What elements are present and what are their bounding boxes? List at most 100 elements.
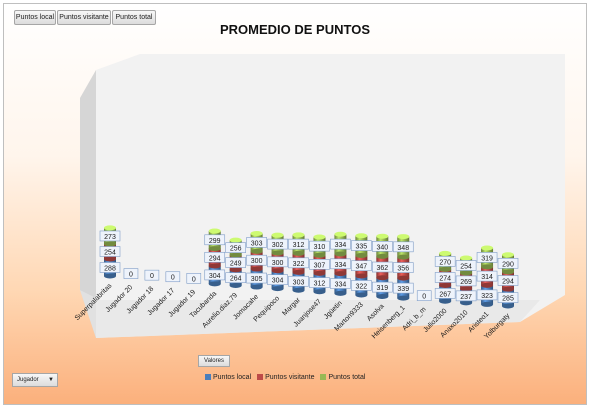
data-label: 300 <box>251 258 263 265</box>
bar-segment-bottom <box>355 273 368 279</box>
data-label: 362 <box>376 265 388 272</box>
bar-top-cap <box>481 245 494 251</box>
bar-segment-bottom <box>439 283 452 289</box>
data-label-box <box>204 251 226 263</box>
bar-segment-bottom <box>481 301 494 307</box>
data-label: 356 <box>397 266 409 273</box>
data-label: 290 <box>502 261 514 268</box>
data-label-box <box>246 272 267 284</box>
bar-segment-bottom <box>292 287 305 293</box>
bar-segment-bottom <box>439 266 452 272</box>
data-label-box <box>330 258 351 270</box>
data-label-box <box>123 268 139 279</box>
data-label-box <box>351 240 372 251</box>
puntos-visitante-field-button[interactable]: Puntos visitante <box>57 10 111 25</box>
data-label: 322 <box>293 261 305 268</box>
bar-segment-bottom <box>229 282 242 288</box>
data-label: 294 <box>502 279 514 286</box>
legend-swatch <box>257 374 264 381</box>
data-label: 348 <box>397 245 409 252</box>
data-label: 307 <box>314 262 326 269</box>
puntos-local-field-button[interactable]: Puntos local <box>14 10 56 25</box>
bar-segment-bottom <box>208 281 221 287</box>
data-label-box <box>372 281 393 293</box>
data-label-box <box>267 238 288 250</box>
bar-top-cap <box>229 237 242 243</box>
data-label: 270 <box>439 259 451 266</box>
data-label-box <box>497 275 519 286</box>
data-label-box <box>225 242 246 253</box>
data-label-box <box>497 292 519 303</box>
chevron-down-icon: ▼ <box>48 377 54 383</box>
bar-segment-bottom <box>460 300 473 306</box>
bar-segment-bottom <box>376 253 389 259</box>
bar-segment-bottom <box>481 282 494 288</box>
bar-segment-bottom <box>334 290 347 296</box>
data-label: 304 <box>272 278 284 285</box>
bar-segment-bottom <box>271 268 284 274</box>
data-label: 319 <box>376 285 388 292</box>
legend: Puntos local Puntos visitante Puntos tot… <box>205 374 369 384</box>
data-label-box <box>288 238 309 250</box>
data-label: 256 <box>230 246 242 253</box>
legend-label: Puntos visitante <box>265 374 315 381</box>
bar-top-cap <box>460 255 473 261</box>
bar-segment-bottom <box>334 251 347 257</box>
valores-field-button[interactable]: Valores <box>198 355 230 367</box>
bar-top-cap <box>439 250 452 256</box>
jugador-filter-label: Jugador <box>17 377 39 383</box>
legend-item-local: Puntos local <box>205 374 251 381</box>
bar-segment-bottom <box>250 266 263 272</box>
bar-top-cap <box>355 233 368 239</box>
bar-segment-bottom <box>104 256 116 262</box>
bar-segment-bottom <box>397 254 410 260</box>
bar-segment-bottom <box>271 286 284 292</box>
data-label: 249 <box>230 261 242 268</box>
data-label-box <box>372 261 393 273</box>
bar-segment-bottom <box>460 270 473 276</box>
data-label-box <box>186 273 202 284</box>
chart-title: PROMEDIO DE PUNTOS <box>219 22 370 37</box>
legend-swatch <box>205 374 211 381</box>
data-label: 0 <box>171 275 175 282</box>
data-label-box <box>455 290 477 302</box>
data-label-box <box>476 289 498 301</box>
data-label-box <box>225 257 246 268</box>
data-label: 312 <box>314 281 326 288</box>
bar-segment-bottom <box>104 241 116 247</box>
bar-top-cap <box>250 230 263 236</box>
data-label: 0 <box>129 272 133 279</box>
bar-segment-bottom <box>334 271 347 277</box>
data-label: 339 <box>397 286 409 293</box>
data-label-box <box>416 290 432 301</box>
data-label: 267 <box>439 291 451 298</box>
data-label-box <box>476 270 498 282</box>
data-label: 237 <box>460 294 472 301</box>
bar-segment-bottom <box>313 252 326 258</box>
bar-top-cap <box>334 231 347 237</box>
bar-segment-bottom <box>376 294 389 300</box>
data-label: 0 <box>192 276 196 283</box>
data-label: 303 <box>293 279 305 286</box>
data-label-box <box>392 241 414 253</box>
data-label-box <box>99 230 121 242</box>
data-label-box <box>497 257 519 269</box>
data-label-box <box>392 282 414 294</box>
data-label: 319 <box>481 255 493 262</box>
data-label-box <box>434 288 456 299</box>
jugador-filter-dropdown[interactable]: Jugador ▼ <box>12 373 58 387</box>
data-label-box <box>288 257 309 269</box>
data-label: 310 <box>314 244 326 251</box>
legend-label: Puntos total <box>328 374 366 381</box>
bar-top-cap <box>292 232 305 238</box>
data-label-box <box>288 275 309 287</box>
puntos-total-field-button[interactable]: Puntos total <box>112 10 156 25</box>
data-label-box <box>372 241 393 252</box>
bar-segment-bottom <box>313 270 326 276</box>
data-label: 334 <box>335 282 347 289</box>
data-label-box <box>267 256 288 268</box>
data-label-box <box>455 275 477 287</box>
bar-top-cap <box>397 234 410 240</box>
bar-segment-bottom <box>250 284 263 290</box>
